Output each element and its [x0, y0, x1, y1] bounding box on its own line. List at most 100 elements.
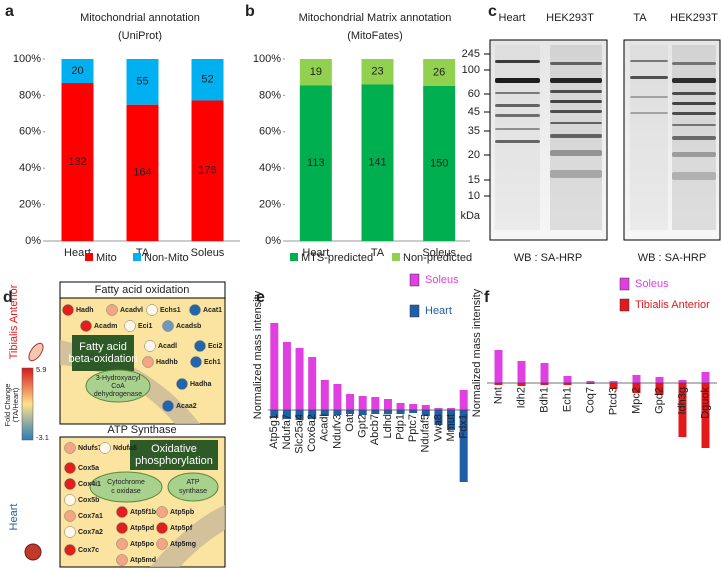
chart-title: Mitochondrial Matrix annotation	[299, 12, 452, 24]
pathway-diagram: Fatty acid oxidation Fatty acid beta-oxi…	[3, 281, 226, 568]
band	[550, 134, 602, 138]
bar	[632, 375, 641, 383]
bar	[586, 383, 595, 384]
x-tick-label: Ptcd3	[607, 387, 619, 415]
bar	[459, 390, 468, 410]
count-label: 164	[133, 167, 151, 179]
bar-segment	[61, 59, 94, 84]
gene-label: Acat1	[203, 307, 222, 314]
x-tick-label: Nnt	[492, 387, 504, 404]
lane-label: HEK293T	[546, 12, 594, 24]
bar	[409, 404, 418, 410]
y-tick-label: 20%	[259, 199, 281, 211]
process-box	[72, 335, 134, 371]
band	[495, 140, 540, 143]
gene-node	[64, 494, 76, 506]
gene-node	[189, 304, 201, 316]
muscle-icon	[28, 342, 44, 362]
x-tick-label: Pptc7	[407, 414, 419, 442]
scale-title: Fold Change	[3, 384, 12, 427]
legend-swatch	[392, 253, 400, 261]
marker-label: 245	[462, 48, 480, 60]
box-title: Fatty acid oxidation	[95, 284, 190, 296]
enzyme-label: 3-Hydroxyacyl	[96, 375, 141, 382]
x-tick-label: Ndufaf5	[420, 414, 432, 453]
band	[672, 172, 716, 180]
bar	[295, 348, 304, 410]
gene-node	[116, 506, 128, 518]
bar	[517, 383, 526, 386]
band	[550, 90, 602, 93]
bar	[678, 380, 687, 383]
color-scale	[21, 367, 34, 441]
gene-node	[99, 442, 111, 454]
gene-label: Acadvl	[120, 307, 143, 314]
bar	[678, 383, 687, 437]
gene-label: Echs1	[160, 307, 181, 314]
bar	[358, 396, 367, 410]
x-tick-label: Pdp1	[394, 414, 406, 440]
gene-node	[106, 304, 118, 316]
x-tick-label: Abcb7	[369, 414, 381, 445]
bar	[655, 377, 664, 383]
bar	[358, 410, 367, 415]
bar-segment	[299, 85, 332, 241]
scale-bottom-label: Heart	[8, 504, 20, 531]
marker-label: 35	[468, 125, 480, 137]
bar-segment	[61, 83, 94, 241]
y-tick-label: 0%	[265, 235, 281, 247]
bar	[563, 376, 572, 383]
bar	[434, 410, 443, 425]
band	[550, 100, 602, 103]
process-label: beta-oxidation	[68, 353, 137, 365]
gene-node	[64, 510, 76, 522]
bar	[383, 410, 392, 414]
legend-swatch	[133, 253, 141, 261]
legend-swatch	[85, 253, 93, 261]
bar	[396, 403, 405, 410]
legend-label: Heart	[425, 305, 452, 317]
bar	[371, 397, 380, 410]
legend-label: Soleus	[635, 278, 669, 290]
x-tick-label: Fdx1	[458, 414, 470, 438]
bar	[494, 350, 503, 383]
gene-label: Eci1	[138, 323, 153, 330]
gene-label: Ndufa8	[113, 445, 137, 452]
marker-label: 20	[468, 149, 480, 161]
x-tick-label: Ldhd	[382, 414, 394, 438]
x-tick-label: TA	[371, 247, 385, 259]
count-label: 19	[310, 66, 322, 78]
y-tick-label: 60%	[19, 126, 41, 138]
bar-segment	[361, 84, 394, 241]
membrane	[150, 505, 225, 567]
x-tick-label: Slc25a4	[293, 414, 305, 454]
bar	[396, 410, 405, 414]
count-label: 52	[201, 74, 213, 86]
bar-segment	[191, 59, 224, 101]
x-tick-label: Dguok	[699, 387, 711, 419]
bar	[333, 384, 342, 410]
gene-label: Acadl	[158, 343, 177, 350]
x-tick-label: Soleus	[191, 247, 225, 259]
gene-label: Atp5po	[130, 541, 154, 548]
y-axis-label: Normalized mass intensity	[252, 290, 264, 419]
gene-node	[162, 320, 174, 332]
complex-label: ATP	[186, 479, 199, 486]
marker-label: 15	[468, 174, 480, 186]
bar	[540, 363, 549, 383]
gene-node	[142, 356, 154, 368]
gene-node	[62, 304, 74, 316]
marker-label: 60	[468, 88, 480, 100]
chart-subtitle: (UniProt)	[118, 30, 162, 42]
band	[672, 78, 716, 83]
enzyme	[85, 369, 151, 403]
gene-node	[194, 340, 206, 352]
panel-label: c	[488, 3, 497, 20]
x-tick-label: Ech1	[561, 387, 573, 412]
x-tick-label: Coq7	[584, 387, 596, 413]
gene-label: Atp5md	[130, 557, 156, 564]
band	[550, 62, 602, 65]
gene-node	[176, 378, 188, 390]
band	[495, 128, 540, 130]
